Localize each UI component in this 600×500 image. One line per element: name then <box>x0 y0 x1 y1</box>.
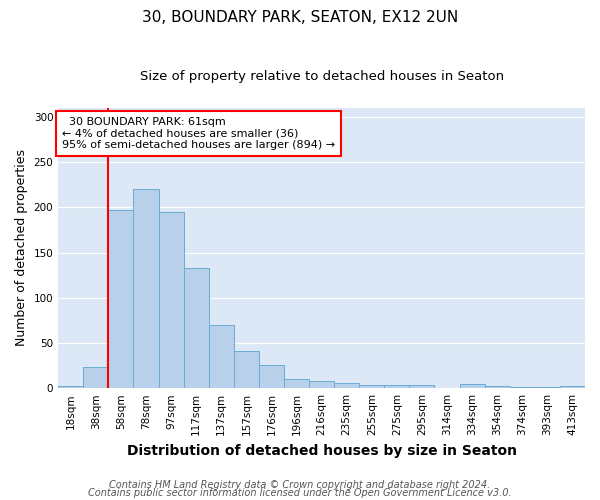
Text: Contains public sector information licensed under the Open Government Licence v3: Contains public sector information licen… <box>88 488 512 498</box>
Text: 30 BOUNDARY PARK: 61sqm
← 4% of detached houses are smaller (36)
95% of semi-det: 30 BOUNDARY PARK: 61sqm ← 4% of detached… <box>62 117 335 150</box>
Bar <box>560 386 585 388</box>
Bar <box>334 383 359 388</box>
Bar <box>58 386 83 388</box>
Bar <box>234 351 259 388</box>
Bar <box>385 384 409 388</box>
Bar <box>158 212 184 388</box>
Text: 30, BOUNDARY PARK, SEATON, EX12 2UN: 30, BOUNDARY PARK, SEATON, EX12 2UN <box>142 10 458 25</box>
Bar <box>109 210 133 388</box>
Bar <box>460 384 485 388</box>
Bar <box>83 368 109 388</box>
Bar <box>309 381 334 388</box>
Bar <box>485 386 510 388</box>
Bar <box>359 384 385 388</box>
Bar <box>409 386 434 388</box>
Bar <box>284 379 309 388</box>
Bar <box>209 325 234 388</box>
Text: Contains HM Land Registry data © Crown copyright and database right 2024.: Contains HM Land Registry data © Crown c… <box>109 480 491 490</box>
X-axis label: Distribution of detached houses by size in Seaton: Distribution of detached houses by size … <box>127 444 517 458</box>
Bar <box>184 268 209 388</box>
Bar <box>133 189 158 388</box>
Y-axis label: Number of detached properties: Number of detached properties <box>15 150 28 346</box>
Title: Size of property relative to detached houses in Seaton: Size of property relative to detached ho… <box>140 70 503 83</box>
Bar <box>259 364 284 388</box>
